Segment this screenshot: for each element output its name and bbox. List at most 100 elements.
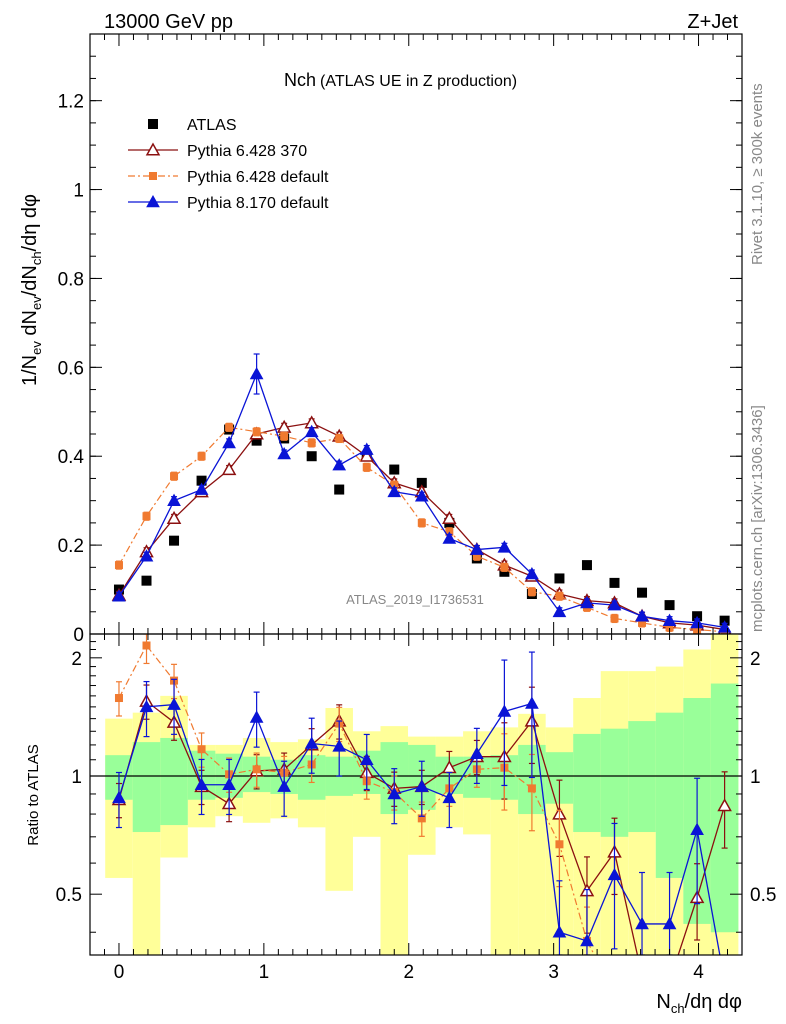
atlas-data-point — [664, 600, 675, 611]
legend-label: Pythia 6.428 370 — [187, 143, 307, 160]
legend-marker — [145, 142, 161, 156]
plot-subtitle: (ATLAS UE in Z production) — [320, 73, 517, 90]
pythia-8-170-default-ratio-point — [414, 779, 429, 792]
process-label: Z+Jet — [687, 11, 738, 33]
atlas-data-point — [389, 464, 400, 475]
atlas-data-point — [609, 577, 620, 588]
pythia-8-170-default-point — [525, 566, 539, 580]
pythia-8-170-default-point — [690, 615, 704, 629]
x-tick-label: 4 — [693, 962, 704, 983]
analysis-tag: ATLAS_2019_I1736531 — [346, 592, 484, 607]
pythia-8-170-default-point — [635, 609, 649, 622]
y-tick-label: 0.8 — [58, 269, 84, 290]
pythia-6-428-default-ratio-point — [555, 840, 564, 849]
pythia-8-170-default-point — [167, 493, 181, 506]
pythia-8-170-default-ratio-point — [387, 786, 402, 800]
legend-label: Pythia 6.428 default — [187, 169, 329, 186]
atlas-data-point — [554, 573, 565, 584]
stat-band-bin — [132, 742, 161, 833]
pythia-8-170-default-ratio-point — [525, 696, 539, 709]
atlas-data-point — [169, 535, 180, 546]
pythia-8-170-default-point — [414, 489, 429, 502]
atlas-data-point — [141, 575, 152, 586]
pythia-8-170-default-ratio-point — [359, 752, 374, 766]
mcplots-label: mcplots.cern.ch [arXiv:1306.3436] — [749, 405, 766, 632]
pythia-6-428-370-point — [166, 510, 182, 524]
legend-item: Pythia 8.170 default — [128, 194, 329, 212]
legend-marker — [146, 194, 160, 208]
pythia-6-428-default-point — [335, 434, 344, 443]
stat-band-bin — [160, 737, 188, 826]
pythia-6-428-default-ratio-point — [142, 641, 151, 650]
legend-label: ATLAS — [187, 117, 237, 134]
pythia-6-428-default-point — [142, 512, 151, 521]
x-tick-label: 0 — [114, 962, 125, 983]
ratio-y-tick-label: 1 — [71, 767, 82, 788]
legend: ATLAS Pythia 6.428 370 Pythia 6.428 defaul… — [128, 117, 329, 212]
pythia-8-170-default-ratio-point — [332, 739, 347, 752]
pythia-8-170-default-point — [607, 598, 622, 611]
energy-label: 13000 GeV pp — [104, 11, 233, 33]
ratio-y-tick-label-right: 0.5 — [750, 885, 776, 906]
ratio-y-tick-label: 0.5 — [56, 885, 82, 906]
pythia-6-428-default-point — [638, 618, 647, 627]
x-tick-label: 2 — [403, 962, 414, 983]
plot-title: Nch — [284, 70, 316, 90]
pythia-8-170-default-point — [332, 458, 347, 471]
ratio-ylabel: Ratio to ATLAS — [25, 744, 42, 845]
pythia-8-170-default-ratio-point — [222, 777, 236, 791]
atlas-data-point — [251, 435, 262, 446]
pythia-8-170-default-point — [470, 542, 484, 555]
legend-label: Pythia 8.170 default — [187, 195, 329, 212]
pythia-8-170-default-ratio-point — [249, 710, 264, 723]
pythia-6-428-default-point — [225, 423, 234, 432]
svg-text:Nch/dη dφ: Nch/dη dφ — [656, 991, 742, 1016]
pythia-8-170-default-point — [277, 446, 292, 460]
pythia-6-428-default-point — [665, 623, 674, 632]
pythia-8-170-default-point — [387, 484, 402, 498]
pythia-6-428-default-ratio-point — [527, 784, 536, 793]
legend-item: Pythia 6.428 default — [128, 169, 329, 186]
y-tick-label: 1.2 — [58, 92, 84, 113]
pythia-6-428-default-point — [527, 587, 536, 596]
pythia-8-170-default-ratio-point — [497, 704, 512, 717]
ratio-frame — [89, 633, 743, 956]
legend-item: ATLAS — [148, 117, 237, 134]
main-panel: 0 0.2 0.4 0.6 0.8 1 1.2 ATLAS Pythia 6.428 370 Py… — [58, 33, 743, 646]
x-tick-label: 1 — [259, 962, 270, 983]
pythia-6-428-default-point — [500, 563, 509, 572]
pythia-8-170-default-ratio-point — [112, 790, 126, 804]
pythia-8-170-default-point — [497, 540, 512, 553]
pythia-6-428-370-point — [442, 510, 457, 524]
legend-marker — [148, 119, 158, 129]
pythia-8-170-default-ratio-point — [580, 933, 594, 947]
pythia-8-170-default-point — [249, 366, 264, 380]
x-tick-label: 3 — [548, 962, 559, 983]
pythia-8-170-default-point — [442, 531, 457, 544]
pythia-6-428-default-ratio-point — [417, 814, 426, 823]
pythia-8-170-default-ratio-point — [304, 736, 319, 749]
pythia-8-170-default-point — [359, 442, 374, 455]
pythia-8-170-default-point — [139, 549, 154, 562]
pythia-6-428-default-ratio-point — [252, 765, 261, 774]
pythia-8-170-default-ratio-point — [442, 790, 457, 804]
pythia-6-428-370-point — [221, 462, 237, 476]
main-ylabel: 1/Nev dNev/dNch/dη dφ — [19, 194, 44, 386]
atlas-data-point — [306, 451, 317, 462]
pythia-6-428-370-point — [359, 448, 375, 462]
pythia-6-428-default-point — [170, 472, 179, 481]
ratio-y-tick-label: 2 — [71, 649, 82, 670]
pythia-8-170-default-ratio-point — [167, 697, 181, 710]
legend-item: Pythia 6.428 370 — [128, 142, 307, 160]
pythia-6-428-default-ratio-point — [197, 745, 206, 754]
atlas-data-point — [581, 560, 592, 571]
y-tick-label: 0.6 — [58, 358, 84, 379]
atlas-data-point — [637, 587, 648, 598]
pythia-8-170-default-point — [222, 435, 236, 449]
ratio-y-tick-label-right: 1 — [750, 767, 761, 788]
x-axis-label: Nch/dη dφ — [656, 991, 742, 1016]
y-tick-label: 0.4 — [58, 447, 85, 468]
pythia-6-428-default-point — [610, 614, 619, 623]
svg-text:1/Nev dNev/dNch/dη dφ: 1/Nev dNev/dNch/dη dφ — [19, 194, 44, 386]
y-tick-label: 1 — [73, 181, 84, 202]
